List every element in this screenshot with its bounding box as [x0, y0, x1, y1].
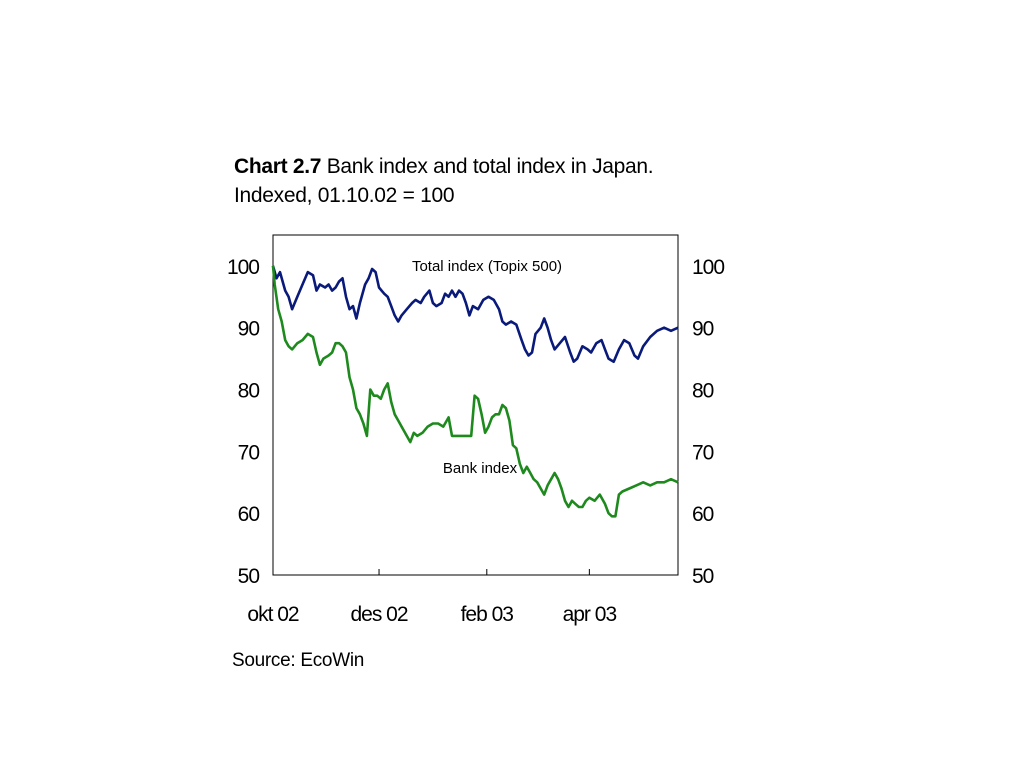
- y-tick-label-right: 90: [692, 318, 714, 341]
- y-tick-label-right: 60: [692, 503, 714, 526]
- x-tick-label: okt 02: [247, 603, 299, 626]
- x-tick-label: feb 03: [461, 603, 514, 626]
- source-note: Source: EcoWin: [232, 650, 364, 672]
- y-tick-label-left: 90: [238, 318, 260, 341]
- y-tick-label-left: 100: [227, 256, 259, 279]
- y-tick-label-left: 60: [238, 503, 260, 526]
- plot-frame: [273, 235, 678, 575]
- annotation-total-index: Total index (Topix 500): [412, 258, 562, 275]
- y-tick-label-right: 100: [692, 256, 724, 279]
- x-tick-label: des 02: [350, 603, 407, 626]
- y-tick-label-right: 80: [692, 380, 714, 403]
- y-tick-label-right: 50: [692, 565, 714, 588]
- line-chart: 50 50 60 60 70 70 80 80 90 90 100 100 okt 02 des 02 fe…: [0, 0, 1024, 768]
- y-tick-label-left: 50: [238, 565, 260, 588]
- y-tick-label-left: 80: [238, 380, 260, 403]
- x-tick-label: apr 03: [563, 603, 617, 626]
- annotation-bank-index: Bank index: [443, 460, 518, 477]
- y-tick-label-right: 70: [692, 441, 714, 464]
- series-line-bank-index: [273, 266, 678, 516]
- y-tick-label-left: 70: [238, 441, 260, 464]
